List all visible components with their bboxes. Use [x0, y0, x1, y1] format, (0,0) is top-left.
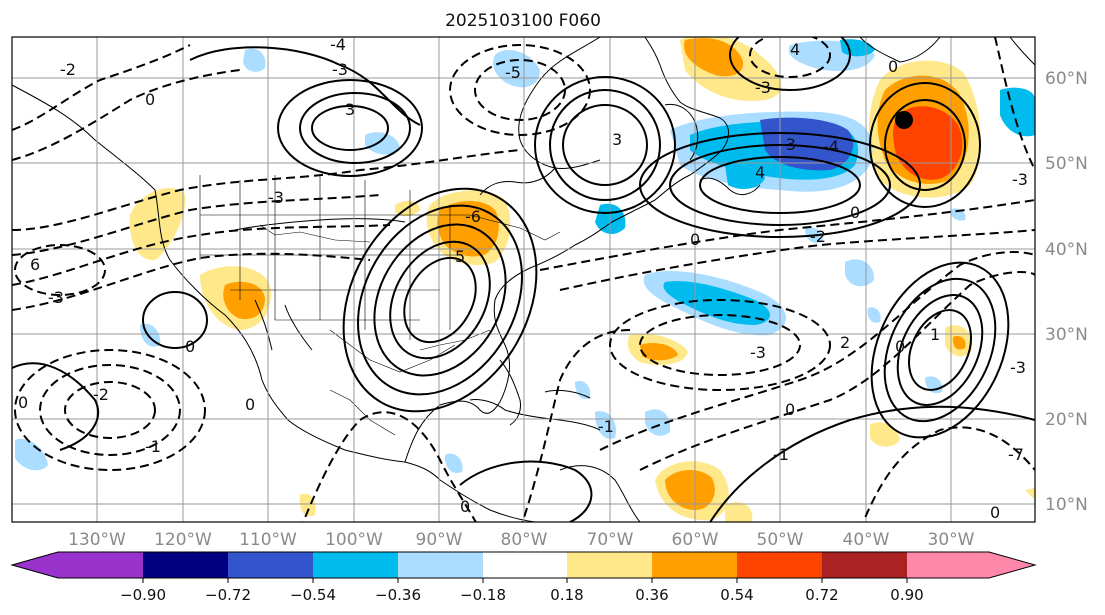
contour-label: -4	[330, 35, 346, 54]
colorbar-swatch	[822, 552, 907, 578]
lon-label: 60°W	[672, 530, 719, 550]
contour-label: -2	[93, 385, 109, 404]
colorbar-swatch	[907, 552, 989, 578]
colorbar: −0.90 −0.72 −0.54 −0.36 −0.18 0.18 0.36 …	[10, 551, 1037, 604]
colorbar-swatch	[398, 552, 483, 578]
colorbar-extend-right	[989, 552, 1035, 578]
contour-label: -1	[145, 437, 161, 456]
contour-label: -1	[598, 417, 614, 436]
colorbar-label: −0.36	[375, 586, 421, 604]
lon-label: 30°W	[928, 530, 975, 550]
contour-label: 0	[785, 400, 795, 419]
contour-label: -3	[268, 188, 284, 207]
warm-anomaly-pacific-nw	[129, 187, 186, 261]
contour-label: 0	[850, 203, 860, 222]
lon-label: 80°W	[501, 530, 548, 550]
lat-label: 50°N	[1045, 154, 1088, 174]
contour-label: -3	[755, 78, 771, 97]
contour-label: -6	[465, 207, 481, 226]
colorbar-label: −0.18	[460, 586, 506, 604]
colorbar-swatch	[483, 552, 567, 578]
contour-label: 6	[30, 255, 40, 274]
lon-label: 120°W	[154, 530, 212, 550]
colorbar-label: −0.54	[290, 586, 336, 604]
lat-label: 60°N	[1045, 69, 1088, 89]
lat-label: 40°N	[1045, 240, 1088, 260]
contour-label: -2	[60, 60, 76, 79]
contour-label: -7	[1008, 445, 1024, 464]
lon-label: 70°W	[587, 530, 634, 550]
lon-label: 50°W	[757, 530, 804, 550]
contour-label: -3	[48, 288, 64, 307]
lon-label: 100°W	[325, 530, 383, 550]
colorbar-label: 0.18	[550, 586, 583, 604]
gridlines	[12, 37, 1035, 522]
contour-label: 0	[888, 57, 898, 76]
colorbar-swatch	[228, 552, 313, 578]
contour-label: 0	[990, 503, 1000, 522]
storm-center-marker	[895, 111, 913, 129]
contour-label: 0	[690, 230, 700, 249]
contour-label: -4	[823, 137, 839, 156]
lat-label: 30°N	[1045, 325, 1088, 345]
colorbar-label: 0.54	[720, 586, 753, 604]
colorbar-label: 0.72	[805, 586, 838, 604]
positive-contours	[12, 37, 1035, 522]
lon-label: 130°W	[68, 530, 126, 550]
colorbar-swatch	[58, 552, 143, 578]
contour-label: -5	[505, 63, 521, 82]
map-title: 2025103100 F060	[445, 11, 601, 31]
colorbar-label: 0.36	[635, 586, 668, 604]
lat-label: 10°N	[1045, 495, 1088, 515]
contour-labels: -2 0 -3 -4 3 -3 -5 4 -3 3 -4 -3 4 0 0 0 …	[18, 35, 1028, 522]
contour-label: 0	[185, 337, 195, 356]
contour-label: 0	[460, 497, 470, 516]
contour-label: 0	[895, 337, 905, 356]
colorbar-label: −0.72	[205, 586, 251, 604]
colorbar-extend-left	[12, 552, 58, 578]
lon-label: 110°W	[239, 530, 297, 550]
contour-label: -3	[1012, 170, 1028, 189]
contour-label: -3	[332, 60, 348, 79]
contour-label: -3	[1010, 358, 1026, 377]
negative-contours	[12, 37, 1035, 522]
contour-label: -3	[780, 135, 796, 154]
contour-label: 3	[345, 100, 355, 119]
coastlines	[12, 37, 1035, 522]
colorbar-swatch	[567, 552, 652, 578]
contour-label: 5	[455, 247, 465, 266]
contour-label: 4	[790, 40, 800, 59]
lat-label: 20°N	[1045, 410, 1088, 430]
contour-label: 4	[755, 163, 765, 182]
lon-label: 40°W	[843, 530, 890, 550]
contour-label: 3	[612, 130, 622, 149]
contour-label: 1	[930, 325, 940, 344]
latitude-labels: 60°N 50°N 40°N 30°N 20°N 10°N	[1045, 69, 1088, 515]
contour-label: -3	[750, 343, 766, 362]
longitude-labels: 130°W 120°W 110°W 100°W 90°W 80°W 70°W 6…	[68, 530, 975, 550]
colorbar-swatch	[313, 552, 398, 578]
colorbar-label: −0.90	[120, 586, 166, 604]
colorbar-label: 0.90	[890, 586, 923, 604]
lon-label: 90°W	[416, 530, 463, 550]
map-frame	[11, 36, 1036, 523]
contour-label: -2	[810, 227, 826, 246]
contour-label: 2	[840, 333, 850, 352]
contour-label: 0	[245, 395, 255, 414]
contour-label: 0	[18, 393, 28, 412]
colorbar-swatch	[652, 552, 737, 578]
contour-label: -1	[773, 445, 789, 464]
colorbar-swatch	[737, 552, 822, 578]
contour-label: 0	[145, 90, 155, 109]
colorbar-swatch	[143, 552, 228, 578]
